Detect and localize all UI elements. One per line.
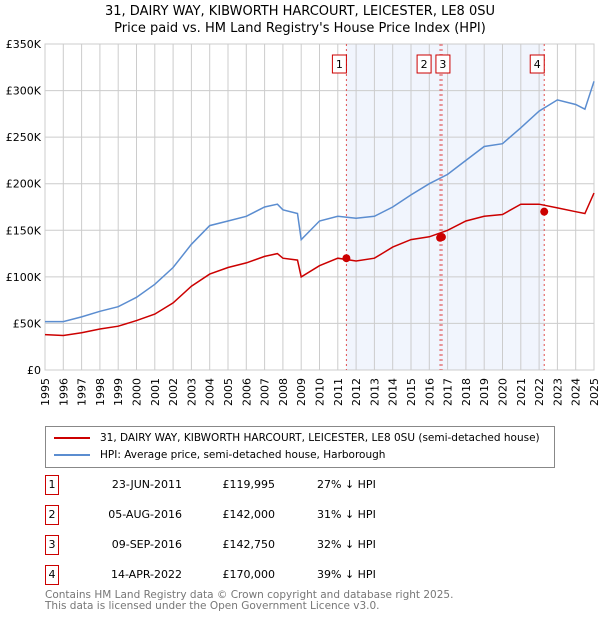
sale-date: 23-JUN-2011 xyxy=(111,478,182,491)
x-tick-label: 2014 xyxy=(387,378,400,406)
plot-border xyxy=(44,43,595,371)
x-tick-label: 2024 xyxy=(570,378,583,406)
y-tick-label: £350K xyxy=(6,38,42,51)
sale-number: 2 xyxy=(45,505,59,525)
x-tick-label: 2007 xyxy=(259,378,272,406)
sale-label-box xyxy=(331,54,347,74)
y-tick-label: £50K xyxy=(13,317,42,330)
series-line xyxy=(44,192,595,337)
series-line xyxy=(45,81,595,323)
sale-price: £142,750 xyxy=(222,538,276,551)
x-tick-label: 2015 xyxy=(405,378,418,406)
y-tick-label: £250K xyxy=(6,131,42,144)
x-tick-label: 2008 xyxy=(277,378,290,406)
x-tick-label: 2002 xyxy=(167,378,180,406)
x-tick-label: 2000 xyxy=(131,378,144,406)
x-tick-label: 2011 xyxy=(332,378,345,406)
x-tick-label: 2012 xyxy=(350,378,363,406)
sale-hpi: 32% ↓ HPI xyxy=(317,538,376,551)
sale-label-number: 2 xyxy=(421,58,428,71)
legend-item-hpi: HPI: Average price, semi-detached house,… xyxy=(54,449,385,461)
sale-price: £170,000 xyxy=(222,568,276,581)
x-tick-label: 1996 xyxy=(57,378,70,406)
legend-item-property: 31, DAIRY WAY, KIBWORTH HARCOURT, LEICES… xyxy=(54,432,540,444)
x-tick-label: 2006 xyxy=(240,378,253,406)
sale-label-number: 3 xyxy=(439,58,446,71)
sale-date: 14-APR-2022 xyxy=(110,568,182,581)
chart-title: 31, DAIRY WAY, KIBWORTH HARCOURT, LEICES… xyxy=(104,4,495,19)
x-tick-label: 2005 xyxy=(222,378,235,406)
sale-number: 3 xyxy=(45,535,59,555)
legend: 31, DAIRY WAY, KIBWORTH HARCOURT, LEICES… xyxy=(45,426,555,468)
sale-label-box xyxy=(529,54,545,74)
sale-label-number: 4 xyxy=(534,58,541,71)
x-tick-label: 2013 xyxy=(368,378,381,406)
sale-number: 1 xyxy=(45,475,59,495)
x-tick-label: 2010 xyxy=(314,378,327,406)
legend-swatch-red xyxy=(54,437,90,439)
sale-label-box xyxy=(416,54,432,74)
sale-point xyxy=(540,207,549,216)
x-tick-label: 2019 xyxy=(478,378,491,406)
x-tick-label: 2023 xyxy=(551,378,564,406)
x-tick-label: 2025 xyxy=(588,378,600,406)
x-tick-label: 2018 xyxy=(460,378,473,406)
sale-label-box xyxy=(435,54,451,74)
x-tick-label: 1999 xyxy=(112,378,125,406)
x-tick-label: 2003 xyxy=(185,378,198,406)
sale-price: £142,000 xyxy=(222,508,276,521)
sale-point xyxy=(342,254,351,263)
x-tick-label: 2021 xyxy=(515,378,528,406)
y-tick-label: £0 xyxy=(27,364,41,377)
sale-point xyxy=(437,233,446,242)
x-tick-label: 2020 xyxy=(497,378,510,406)
sale-hpi: 31% ↓ HPI xyxy=(317,508,376,521)
sale-price: £119,995 xyxy=(222,478,276,491)
table-row: 3 09-SEP-2016 £142,750 32% ↓ HPI xyxy=(45,535,445,555)
table-row: 4 14-APR-2022 £170,000 39% ↓ HPI xyxy=(45,565,445,585)
x-tick-label: 2001 xyxy=(149,378,162,406)
footer: Contains HM Land Registry data © Crown c… xyxy=(45,590,453,612)
x-tick-label: 1997 xyxy=(76,378,89,406)
legend-label: HPI: Average price, semi-detached house,… xyxy=(100,449,386,461)
x-tick-label: 1995 xyxy=(39,378,52,406)
x-tick-label: 2022 xyxy=(533,378,546,406)
plot-area: 1995 1996 1997 1998 1999 2000 2001 2002 2003 2004… xyxy=(6,38,600,406)
sale-hpi: 27% ↓ HPI xyxy=(317,478,376,491)
y-tick-label: £100K xyxy=(6,271,42,284)
x-tick-label: 2017 xyxy=(442,378,455,406)
legend-label: 31, DAIRY WAY, KIBWORTH HARCOURT, LEICES… xyxy=(100,432,540,444)
table-row: 2 05-AUG-2016 £142,000 31% ↓ HPI xyxy=(45,505,445,525)
x-tick-label: 2004 xyxy=(204,378,217,406)
sale-hpi: 39% ↓ HPI xyxy=(317,568,376,581)
sale-date: 05-AUG-2016 xyxy=(108,508,182,521)
legend-swatch-blue xyxy=(54,454,90,456)
x-tick-label: 2009 xyxy=(295,378,308,406)
y-tick-label: £200K xyxy=(6,178,42,191)
y-tick-label: £150K xyxy=(6,224,42,237)
x-tick-label: 2016 xyxy=(423,378,436,406)
footer-licence: This data is licensed under the Open Gov… xyxy=(45,600,380,612)
table-row: 1 23-JUN-2011 £119,995 27% ↓ HPI xyxy=(45,475,445,495)
sale-date: 09-SEP-2016 xyxy=(111,538,182,551)
y-tick-label: £300K xyxy=(6,85,42,98)
sale-period-shade xyxy=(346,44,545,370)
sale-number: 4 xyxy=(45,565,59,585)
x-tick-label: 1998 xyxy=(94,378,107,406)
chart-subtitle: Price paid vs. HM Land Registry's House … xyxy=(114,21,486,36)
footer-copyright: Contains HM Land Registry data © Crown c… xyxy=(45,589,454,601)
sale-label-number: 1 xyxy=(336,58,343,71)
